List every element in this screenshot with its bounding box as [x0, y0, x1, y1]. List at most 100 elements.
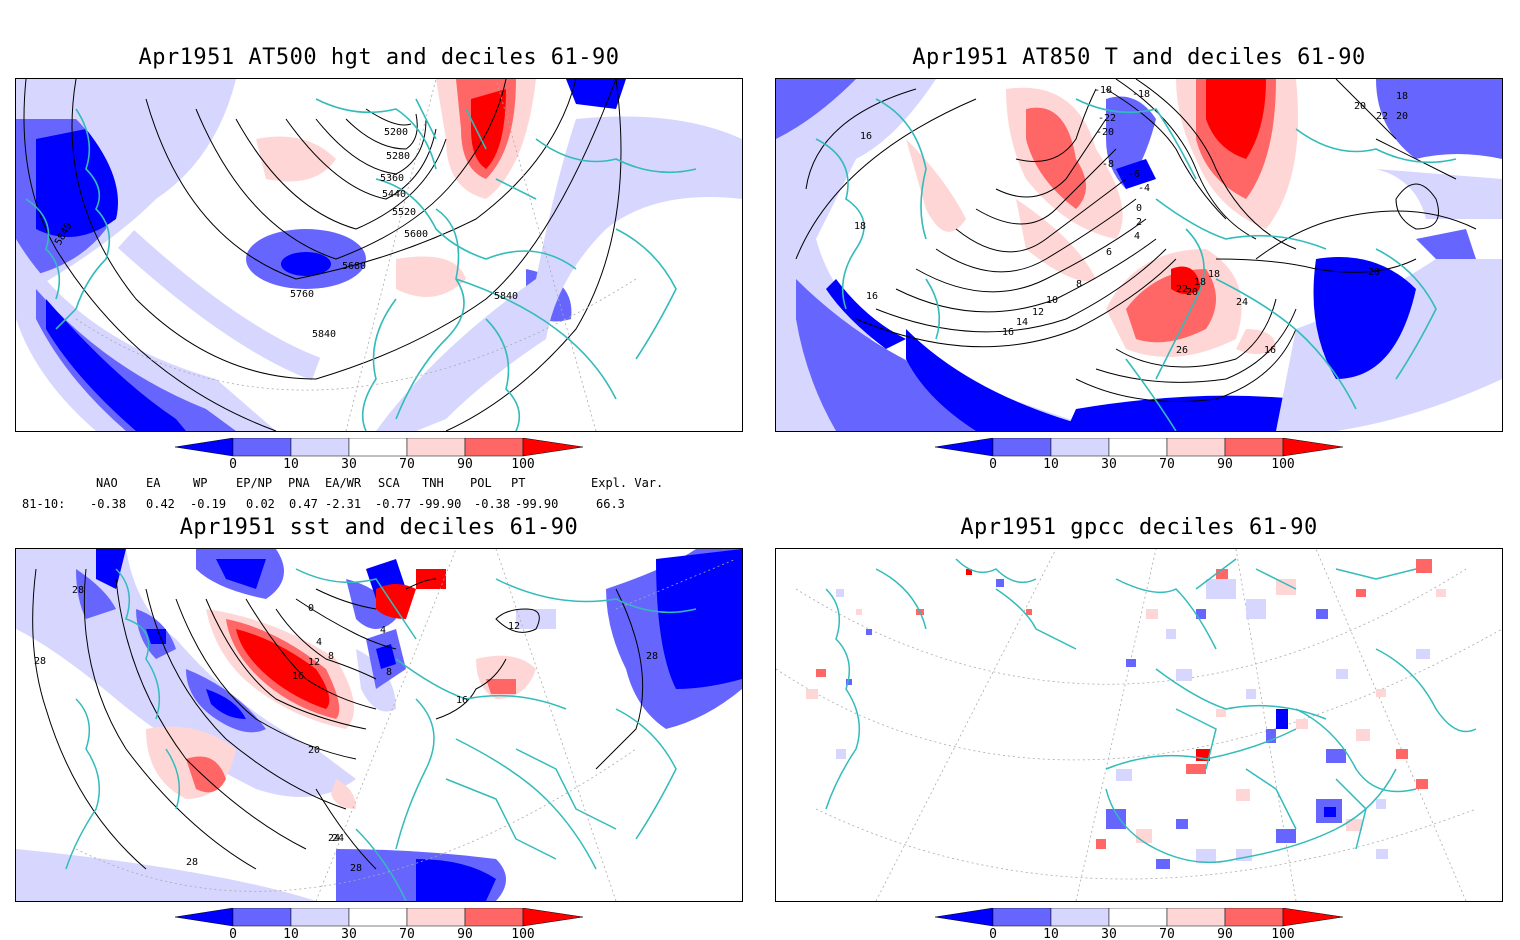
- index-header: NAO: [96, 476, 118, 490]
- colorbar-tick: 30: [1101, 927, 1117, 940]
- map-sst: 28 28 0 4 8 12 16 20 24 28 28 4 8 16 12 …: [15, 548, 743, 902]
- colorbar-tick: 70: [399, 927, 415, 940]
- contour-label: 2: [1136, 217, 1142, 228]
- teleconnection-indices: NAO EA WP EP/NP PNA EA/WR SCA TNH POL PT…: [0, 474, 760, 514]
- map-gpcc-svg: [776, 549, 1502, 901]
- colorbar-tick: 90: [1217, 457, 1233, 472]
- contour-label: 5680: [342, 261, 366, 272]
- colorbar-tick: 0: [229, 457, 237, 472]
- contour-label: -6: [1128, 169, 1140, 180]
- colorbar-top-left: 0 10 30 70 90 100: [175, 438, 584, 472]
- index-value: 66.3: [596, 497, 625, 511]
- colorbar-top-right: 0 10 30 70 90 100: [935, 438, 1344, 472]
- colorbar-tick: 0: [989, 927, 997, 940]
- contour-label: 8: [1076, 279, 1082, 290]
- index-header: TNH: [422, 476, 444, 490]
- contour-label: 28: [34, 656, 46, 667]
- index-header: POL: [470, 476, 492, 490]
- contour-label: 28: [646, 651, 658, 662]
- index-header: WP: [193, 476, 208, 490]
- index-value: -0.38: [474, 497, 511, 511]
- contour-label: 5520: [392, 207, 416, 218]
- panel-title-gpcc: Apr1951 gpcc deciles 61-90: [960, 515, 1318, 540]
- contour-label: 24: [1236, 297, 1248, 308]
- contour-label: -18: [1094, 85, 1112, 96]
- contour-label: 4: [1134, 231, 1140, 242]
- index-value: 0.42: [146, 497, 175, 511]
- contour-label: 24: [328, 833, 340, 844]
- colorbar-tick: 10: [1043, 457, 1059, 472]
- contour-label: 28: [186, 857, 198, 868]
- index-header: SCA: [378, 476, 400, 490]
- contour-label: 5840: [312, 329, 336, 340]
- colorbar-tick: 70: [1159, 457, 1175, 472]
- index-row-label: 81-10:: [22, 497, 66, 511]
- contour-label: 22: [1376, 111, 1388, 122]
- contour-label: 5440: [382, 189, 406, 200]
- colorbar-tick: 10: [283, 927, 299, 940]
- contour-label: 16: [292, 671, 304, 682]
- contour-label: -4: [1138, 183, 1150, 194]
- contour-label: 5760: [290, 289, 314, 300]
- panel-title-sst: Apr1951 sst and deciles 61-90: [179, 515, 579, 540]
- contour-label: 16: [860, 131, 872, 142]
- contour-label: 4: [380, 625, 386, 636]
- map-gpcc: [775, 548, 1503, 902]
- contour-label: 16: [1002, 327, 1014, 338]
- index-value: -99.90: [515, 497, 559, 511]
- contour-label: 28: [72, 585, 84, 596]
- colorbar-tick: 30: [1101, 457, 1117, 472]
- contour-label: 10: [1046, 295, 1058, 306]
- contour-label: -8: [1102, 159, 1114, 170]
- contour-label: 5280: [386, 151, 410, 162]
- panel-title-at850: Apr1951 AT850 T and deciles 61-90: [912, 45, 1366, 70]
- contour-label: 4: [316, 637, 322, 648]
- contour-label: 18: [854, 221, 866, 232]
- index-value: -0.77: [375, 497, 412, 511]
- colorbar-tick: 100: [511, 457, 534, 472]
- index-value: -0.19: [190, 497, 227, 511]
- contour-label: -20: [1096, 127, 1114, 138]
- panel-title-at500: Apr1951 AT500 hgt and deciles 61-90: [138, 45, 620, 70]
- index-value: -0.38: [90, 497, 127, 511]
- colorbar-tick: 10: [283, 457, 299, 472]
- colorbar-tick: 100: [1271, 457, 1294, 472]
- index-value: 0.47: [289, 497, 318, 511]
- colorbar-tick: 0: [229, 927, 237, 940]
- contour-label: 18: [1194, 277, 1206, 288]
- contour-label: -22: [1098, 113, 1116, 124]
- colorbar-tick: 30: [341, 457, 357, 472]
- contour-label: 20: [1354, 101, 1366, 112]
- contour-label: 5840: [494, 291, 518, 302]
- contour-label: 5360: [380, 173, 404, 184]
- contour-label: 8: [328, 651, 334, 662]
- map-sst-svg: 28 28 0 4 8 12 16 20 24 28 28 4 8 16 12 …: [16, 549, 742, 901]
- contour-label: 14: [1016, 317, 1028, 328]
- index-value: 0.02: [246, 497, 275, 511]
- colorbar-tick: 90: [1217, 927, 1233, 940]
- contour-label: 16: [1264, 345, 1276, 356]
- colorbar-tick: 10: [1043, 927, 1059, 940]
- contour-label: 16: [866, 291, 878, 302]
- contour-label: 12: [508, 621, 520, 632]
- contour-label: 8: [386, 667, 392, 678]
- colorbar-bottom-right: 0 10 30 70 90 100: [935, 908, 1344, 940]
- map-at500-svg: 5200 5280 5360 5440 5520 5600 5680 5760 …: [16, 79, 742, 431]
- colorbar-tick: 30: [341, 927, 357, 940]
- index-value: -2.31: [325, 497, 362, 511]
- contour-label: 20: [1186, 287, 1198, 298]
- contour-label: 22: [1176, 284, 1188, 295]
- index-header: EP/NP: [236, 476, 273, 490]
- contour-label: 16: [456, 695, 468, 706]
- index-value: -99.90: [418, 497, 462, 511]
- index-header: PT: [511, 476, 526, 490]
- contour-label: 26: [1176, 345, 1188, 356]
- contour-label: 18: [1208, 269, 1220, 280]
- contour-label: 5200: [384, 127, 408, 138]
- contour-label: 24: [332, 833, 344, 844]
- colorbar-bottom-left: 0 10 30 70 90 100: [175, 908, 584, 940]
- index-header: EA/WR: [325, 476, 362, 490]
- contour-label: 20: [1396, 111, 1408, 122]
- index-header: PNA: [288, 476, 310, 490]
- colorbar-tick: 90: [457, 927, 473, 940]
